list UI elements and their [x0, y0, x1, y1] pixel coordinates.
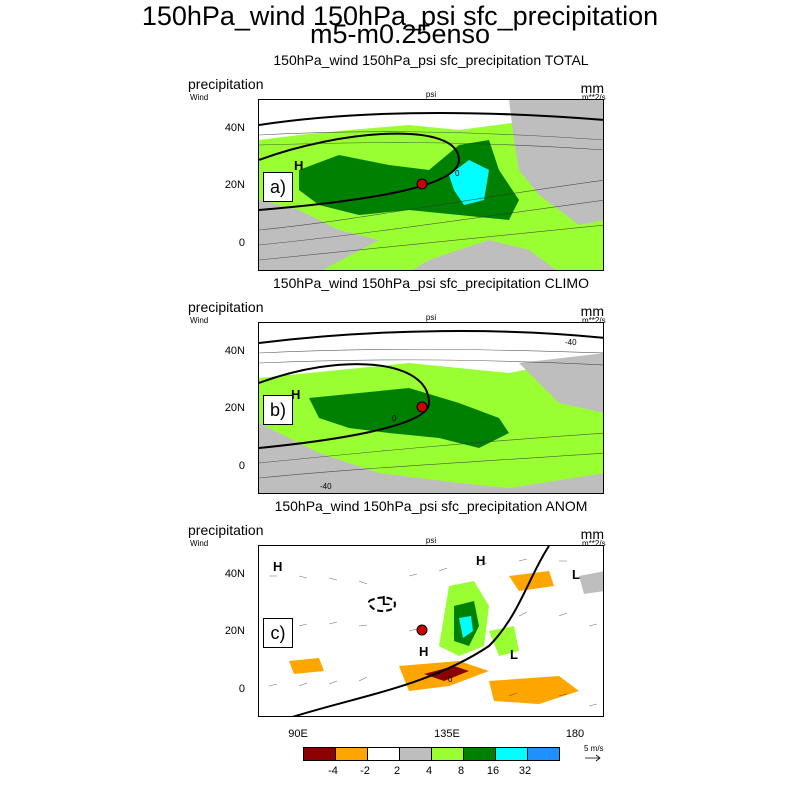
panel-b-svg: H 0 -40 -40: [259, 323, 603, 493]
panel-a-center-small: psi: [425, 90, 437, 99]
panel-b-right-small: m**2/s: [582, 316, 606, 325]
panel-c-ytick-0: 0: [238, 683, 245, 695]
location-marker: [416, 178, 428, 190]
panel-a-left-small: Wind: [190, 93, 209, 102]
colorbar-box: [399, 747, 432, 761]
panel-c-ytick-40n: 40N: [224, 568, 245, 580]
panel-a-letter: a): [263, 172, 293, 202]
precip-orange-se: [489, 676, 579, 704]
precip-darkred: [424, 666, 469, 681]
high-label: H: [291, 387, 300, 402]
low-label: L: [572, 567, 580, 582]
reference-vector-arrow: [585, 754, 601, 762]
colorbar-label: -4: [328, 765, 338, 777]
colorbar-label: 16: [486, 765, 500, 777]
contour-label: 0: [455, 169, 460, 178]
precip-gray-s: [259, 423, 603, 493]
main-title: 150hPa_wind 150hPa_psi sfc_precipitation: [141, 1, 659, 31]
panel-a-ytick-40n: 40N: [224, 122, 245, 134]
panel-b-ytick-40n: 40N: [224, 345, 245, 357]
panel-a-left-label: precipitation: [188, 76, 264, 92]
precip-cyan-core: [449, 160, 489, 205]
precip-cyan: [459, 616, 473, 638]
panel-b-ytick-0: 0: [238, 460, 245, 472]
panel-a-map: H 0: [258, 99, 604, 271]
location-marker: [416, 401, 428, 413]
colorbar-label: 32: [518, 765, 532, 777]
colorbar-box: [431, 747, 464, 761]
precip-gray-s: [412, 240, 557, 270]
psi-contour-north: [259, 330, 603, 344]
contour-label: -40: [320, 482, 332, 491]
contour-label: 0: [448, 675, 453, 684]
panel-b-map: H 0 -40 -40: [258, 322, 604, 494]
location-marker: [416, 624, 428, 636]
high-label: H: [419, 644, 428, 659]
precip-gray-ne: [519, 353, 603, 413]
contour-label: 0: [392, 414, 397, 423]
panel-c-left-label: precipitation: [188, 522, 264, 538]
panel-b-center-small: psi: [425, 313, 437, 322]
panel-b-title: 150hPa_wind 150hPa_psi sfc_precipitation…: [273, 275, 589, 291]
panel-b-left-label: precipitation: [188, 299, 264, 315]
colorbar-label: -2: [360, 765, 370, 777]
colorbar-label: 8: [457, 765, 465, 777]
panel-a-title: 150hPa_wind 150hPa_psi sfc_precipitation…: [273, 52, 589, 68]
colorbar: [303, 747, 560, 761]
colorbar-label: 4: [425, 765, 433, 777]
psi-contour: [259, 363, 431, 449]
high-label: H: [476, 553, 485, 568]
panel-c-letter: c): [263, 618, 293, 648]
panel-c-ytick-20n: 20N: [224, 625, 245, 637]
panel-b-left-small: Wind: [190, 316, 209, 325]
panel-b-letter: b): [263, 395, 293, 425]
main-subtitle: m5-m0.25enso: [309, 19, 491, 49]
reference-vector-label: 5 m/s: [584, 744, 604, 753]
panel-b-right-label: mm: [580, 303, 604, 319]
precip-gray-sw: [259, 200, 379, 270]
panel-a-svg: H 0: [259, 100, 603, 270]
panel-c-right-label: mm: [580, 526, 604, 542]
psi-contour-low: [368, 596, 396, 613]
colorbar-box: [335, 747, 368, 761]
xtick-180: 180: [565, 728, 585, 740]
panel-a-ytick-20n: 20N: [224, 179, 245, 191]
colorbar-label: 2: [393, 765, 401, 777]
psi-contour-north: [259, 112, 603, 126]
panel-c-right-small: m**2/s: [582, 539, 606, 548]
high-label: H: [273, 559, 282, 574]
precip-green-east: [489, 626, 519, 656]
colorbar-box: [303, 747, 336, 761]
low-label: L: [382, 593, 390, 608]
panel-a-right-label: mm: [580, 80, 604, 96]
panel-c-map: H H L L H L 0: [258, 545, 604, 717]
wind-streamlines: [259, 131, 603, 261]
xtick-135e: 135E: [434, 728, 460, 740]
colorbar-box: [527, 747, 560, 761]
low-label: L: [510, 647, 518, 662]
precip-orange-ne: [509, 571, 554, 591]
precip-gray-ne: [509, 100, 603, 225]
high-label: H: [294, 158, 303, 173]
panel-c-left-small: Wind: [190, 539, 209, 548]
colorbar-box: [495, 747, 528, 761]
precip-green-band: [309, 388, 509, 448]
psi-contour: [259, 132, 461, 211]
contour-label: -40: [565, 338, 577, 347]
panel-c-center-small: psi: [425, 536, 437, 545]
precip-gray-ne: [579, 571, 603, 594]
panel-b-ytick-20n: 20N: [224, 402, 245, 414]
precip-orange-w: [289, 658, 324, 674]
xtick-90e: 90E: [288, 728, 308, 740]
wind-streamlines: [259, 348, 603, 479]
colorbar-box: [367, 747, 400, 761]
colorbar-box: [463, 747, 496, 761]
panel-a-right-small: m**2/s: [582, 93, 606, 102]
panel-c-title: 150hPa_wind 150hPa_psi sfc_precipitation…: [274, 498, 588, 514]
panel-a-ytick-0: 0: [238, 237, 245, 249]
psi-contour: [292, 546, 550, 716]
panel-c-svg: H H L L H L 0: [259, 546, 603, 716]
